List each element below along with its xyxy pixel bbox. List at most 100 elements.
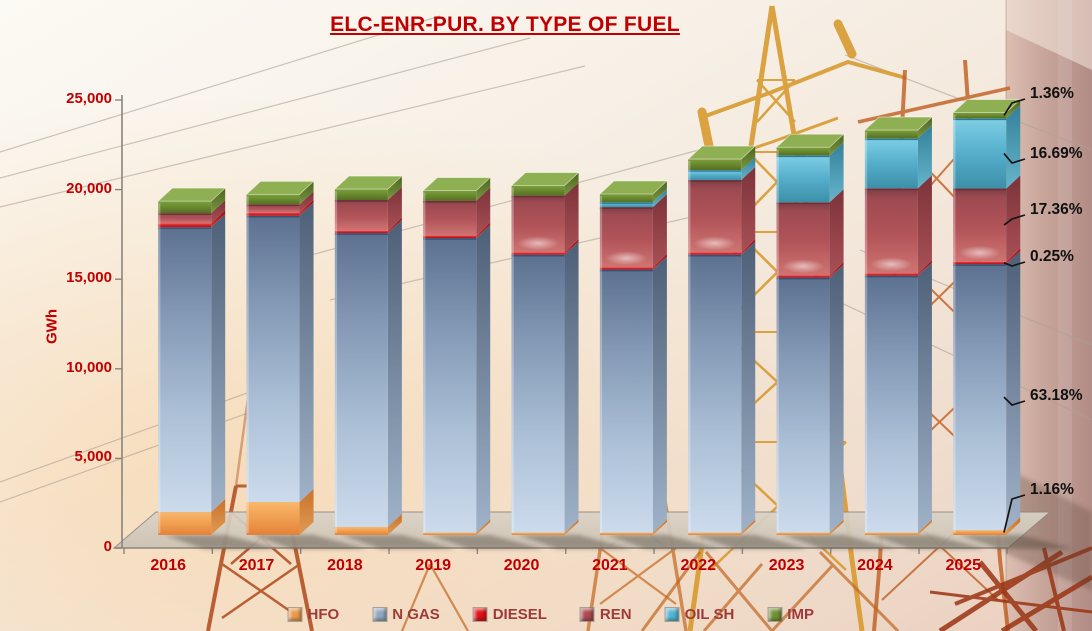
bar-2024[interactable]: [863, 116, 933, 535]
segment-side-DIESEL: [1006, 248, 1021, 265]
segment-OIL SH[interactable]: [688, 170, 742, 181]
segment-DIESEL[interactable]: [423, 235, 477, 238]
segment-HFO[interactable]: [511, 532, 565, 535]
segment-DIESEL[interactable]: [864, 273, 918, 276]
segment-side-HFO: [299, 489, 314, 535]
segment-DIESEL[interactable]: [246, 212, 300, 216]
segment-IMP[interactable]: [334, 189, 388, 201]
segment-IMP[interactable]: [423, 190, 477, 201]
legend-item-n-gas[interactable]: N GAS: [373, 606, 440, 623]
segment-DIESEL[interactable]: [953, 261, 1007, 265]
segment-N GAS[interactable]: [688, 254, 742, 533]
bar-2020[interactable]: [510, 172, 580, 535]
segment-HFO[interactable]: [776, 532, 830, 535]
callout-IMP: 1.36%: [1030, 85, 1074, 102]
segment-HFO[interactable]: [423, 532, 477, 535]
segment-side-HFO: [829, 519, 844, 535]
legend-swatch-icon: [665, 608, 679, 621]
legend-item-ren[interactable]: REN: [580, 606, 632, 623]
segment-N GAS[interactable]: [511, 254, 565, 533]
segment-N GAS[interactable]: [776, 277, 830, 533]
segment-DIESEL[interactable]: [776, 275, 830, 278]
segment-side-OIL SH: [917, 125, 932, 189]
legend-item-imp[interactable]: IMP: [768, 606, 814, 623]
segment-side-IMP: [211, 188, 226, 214]
segment-OIL SH[interactable]: [599, 202, 653, 208]
segment-IMP[interactable]: [511, 185, 565, 196]
segment-N GAS[interactable]: [158, 227, 212, 513]
callout-N GAS: 63.18%: [1030, 387, 1083, 404]
segment-side-IMP: [564, 172, 579, 196]
segment-side-REN: [829, 189, 844, 276]
segment-side-HFO: [211, 499, 226, 535]
segment-HFO[interactable]: [688, 532, 742, 535]
bar-2023[interactable]: [775, 133, 845, 535]
segment-N GAS[interactable]: [953, 264, 1007, 531]
bar-2018[interactable]: [333, 175, 403, 535]
bar-2021[interactable]: [598, 180, 668, 535]
legend-item-hfo[interactable]: HFO: [288, 606, 340, 623]
segment-N GAS[interactable]: [599, 269, 653, 533]
bar-shadow: [340, 535, 456, 549]
segment-N GAS[interactable]: [246, 215, 300, 503]
segment-REN[interactable]: [423, 200, 477, 236]
segment-REN[interactable]: [158, 213, 212, 224]
segment-HFO[interactable]: [334, 526, 388, 535]
callout-leader-OIL SH: [1003, 152, 1026, 164]
bar-2016[interactable]: [157, 187, 227, 535]
segment-side-OIL SH: [741, 157, 756, 181]
segment-HFO[interactable]: [246, 502, 300, 535]
bar-2019[interactable]: [422, 177, 492, 535]
segment-REN[interactable]: [246, 204, 300, 213]
legend-swatch-icon: [580, 608, 594, 621]
y-tick-label: 25,000: [66, 90, 112, 107]
legend-label: HFO: [307, 606, 340, 623]
segment-IMP[interactable]: [158, 201, 212, 214]
segment-IMP[interactable]: [776, 147, 830, 156]
bar-shadow: [959, 535, 1075, 549]
segment-DIESEL[interactable]: [688, 252, 742, 255]
segment-IMP[interactable]: [688, 159, 742, 171]
bar-2025[interactable]: [952, 99, 1022, 535]
segment-side-REN: [917, 175, 932, 274]
segment-IMP[interactable]: [864, 130, 918, 139]
segment-IMP[interactable]: [599, 194, 653, 203]
segment-HFO[interactable]: [158, 512, 212, 535]
y-tick-label: 5,000: [74, 448, 112, 466]
segment-N GAS[interactable]: [334, 233, 388, 527]
segment-REN[interactable]: [334, 200, 388, 231]
segment-side-DIESEL: [741, 239, 756, 255]
legend-item-oil-sh[interactable]: OIL SH: [665, 606, 734, 623]
legend-swatch-icon: [373, 608, 387, 621]
segment-side-HFO: [476, 519, 491, 535]
segment-side-OIL SH: [1006, 105, 1021, 189]
segment-IMP[interactable]: [246, 194, 300, 205]
segment-side-IMP: [652, 181, 667, 203]
segment-DIESEL[interactable]: [334, 230, 388, 234]
segment-OIL SH[interactable]: [776, 155, 830, 203]
segment-side-IMP: [917, 117, 932, 139]
segment-HFO[interactable]: [953, 530, 1007, 535]
segment-OIL SH[interactable]: [953, 118, 1007, 189]
segment-DIESEL[interactable]: [511, 252, 565, 255]
segment-OIL SH[interactable]: [864, 138, 918, 189]
segment-N GAS[interactable]: [423, 237, 477, 533]
segment-DIESEL[interactable]: [158, 223, 212, 228]
bar-2022[interactable]: [687, 145, 757, 535]
legend-swatch-icon: [288, 608, 302, 621]
segment-HFO[interactable]: [864, 532, 918, 535]
x-tick-label-2019: 2019: [415, 557, 452, 574]
bar-shadow: [252, 535, 368, 549]
segment-IMP[interactable]: [953, 112, 1007, 119]
segment-side-HFO: [387, 513, 402, 535]
legend-item-diesel[interactable]: DIESEL: [473, 606, 547, 623]
bar-2017[interactable]: [245, 180, 315, 535]
callout-REN: 17.36%: [1030, 201, 1083, 218]
segment-side-N GAS: [917, 262, 932, 533]
segment-side-DIESEL: [476, 222, 491, 238]
segment-DIESEL[interactable]: [599, 267, 653, 270]
callout-leader-IMP: [1003, 98, 1026, 116]
segment-N GAS[interactable]: [864, 275, 918, 533]
segment-HFO[interactable]: [599, 532, 653, 535]
